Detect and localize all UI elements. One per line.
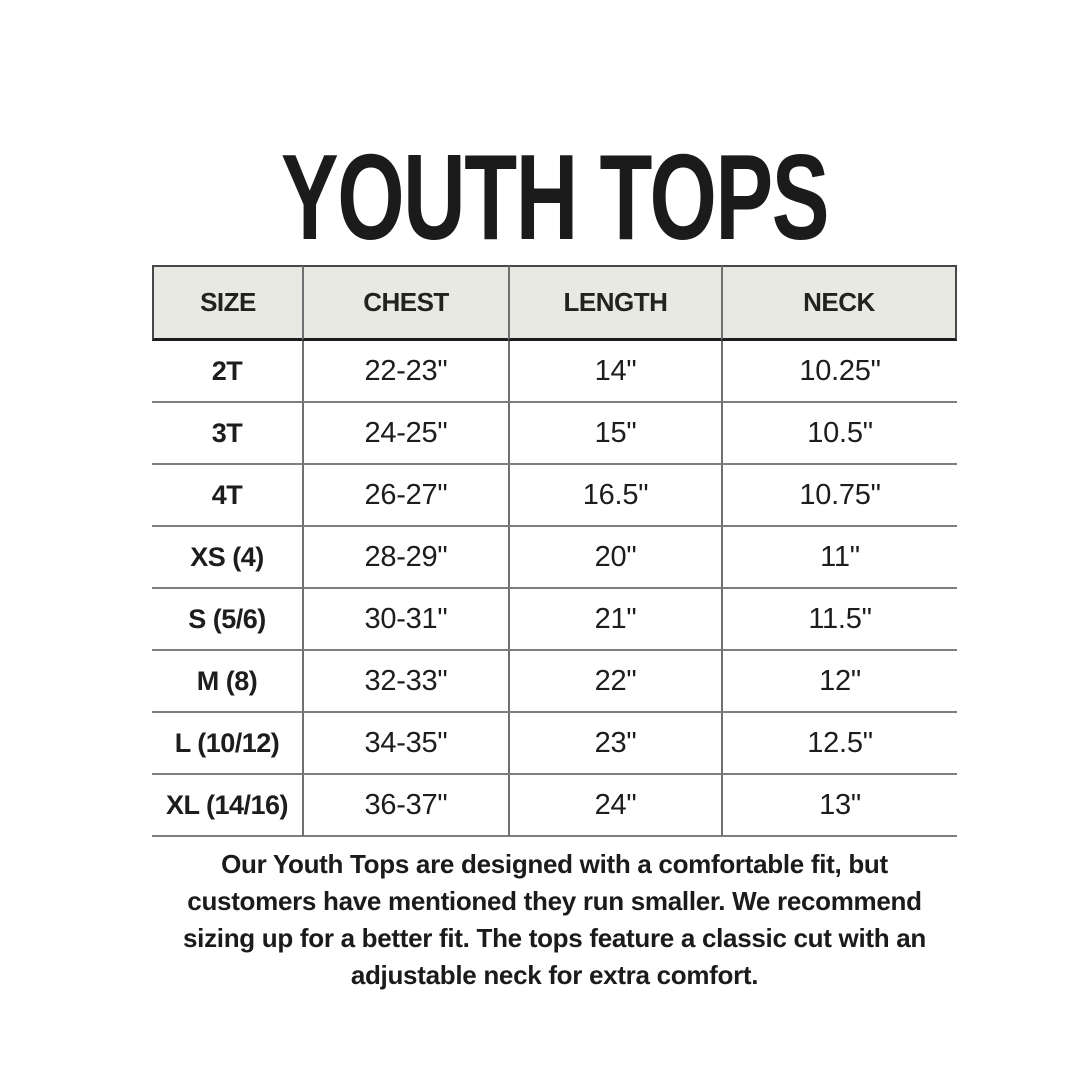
table-cell-length: 23" [508,713,721,775]
table-cell-chest: 32-33" [302,651,508,713]
table-cell-size: 3T [152,403,302,465]
column-header-size: SIZE [152,265,302,341]
table-cell-length: 15" [508,403,721,465]
table-cell-length: 20" [508,527,721,589]
table-cell-size: S (5/6) [152,589,302,651]
fit-note-paragraph: Our Youth Tops are designed with a comfo… [92,846,1017,994]
table-cell-neck: 13" [721,775,957,837]
table-cell-size: XL (14/16) [152,775,302,837]
table-cell-chest: 30-31" [302,589,508,651]
table-cell-neck: 11" [721,527,957,589]
fit-note-line: adjustable neck for extra comfort. [350,960,759,990]
fit-note-line: customers have mentioned they run smalle… [187,886,922,916]
table-cell-length: 14" [508,341,721,403]
fit-note-line: sizing up for a better fit. The tops fea… [183,923,926,953]
column-header-chest: CHEST [302,265,508,341]
table-cell-neck: 12.5" [721,713,957,775]
table-cell-length: 21" [508,589,721,651]
table-cell-chest: 28-29" [302,527,508,589]
table-cell-size: M (8) [152,651,302,713]
table-cell-length: 24" [508,775,721,837]
table-cell-neck: 11.5" [721,589,957,651]
size-table: SIZE CHEST LENGTH NECK 2T 22-23" 14" 10.… [152,265,957,837]
table-cell-neck: 10.75" [721,465,957,527]
table-cell-neck: 12" [721,651,957,713]
table-cell-size: 4T [152,465,302,527]
table-cell-chest: 26-27" [302,465,508,527]
table-cell-size: L (10/12) [152,713,302,775]
size-chart-sheet: YOUTH TOPS SIZE CHEST LENGTH NECK 2T 22-… [152,0,957,1080]
fit-note-line: Our Youth Tops are designed with a comfo… [221,849,888,879]
table-cell-neck: 10.25" [721,341,957,403]
column-header-neck: NECK [721,265,957,341]
table-cell-neck: 10.5" [721,403,957,465]
table-cell-chest: 34-35" [302,713,508,775]
table-cell-length: 16.5" [508,465,721,527]
page-title: YOUTH TOPS [280,129,830,265]
table-cell-chest: 36-37" [302,775,508,837]
column-header-length: LENGTH [508,265,721,341]
table-cell-length: 22" [508,651,721,713]
table-cell-size: 2T [152,341,302,403]
table-cell-chest: 24-25" [302,403,508,465]
table-cell-chest: 22-23" [302,341,508,403]
table-cell-size: XS (4) [152,527,302,589]
